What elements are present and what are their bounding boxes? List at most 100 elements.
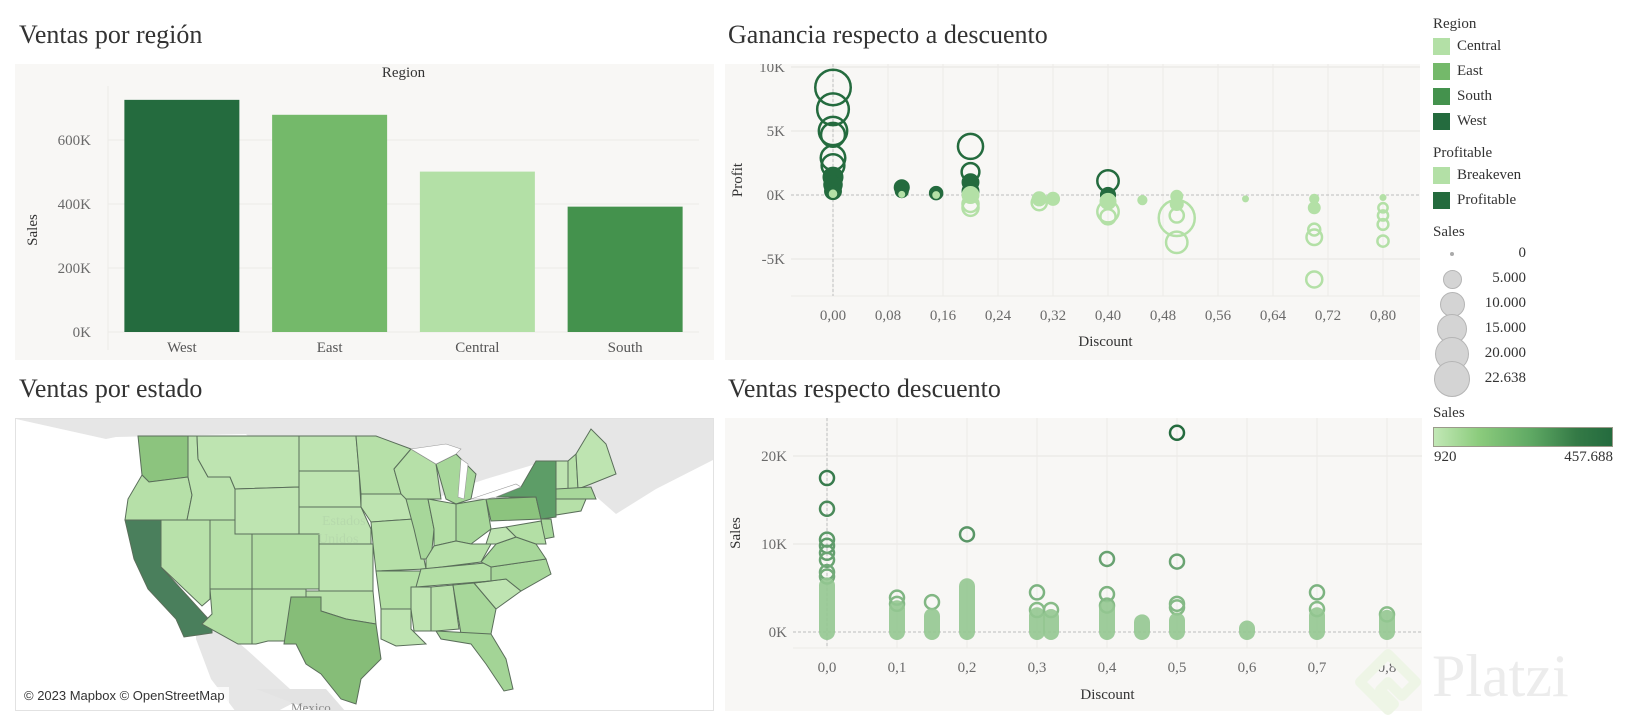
legend-label: Breakeven [1457,166,1522,183]
data-point[interactable] [1377,201,1389,214]
data-point[interactable] [1379,194,1387,202]
profit-scatter-panel[interactable]: 0,00 0,08 0,16 0,24 0,32 0,40 0,48 0,56 0,64 0,72… [725,60,1420,360]
size-circle-icon [1434,361,1470,397]
data-point-cluster[interactable] [1239,620,1255,640]
x-tick-label: 0,72 [1315,308,1341,324]
state-md [504,520,547,545]
mexico-land-2 [256,689,345,710]
x-tick-label: 0,16 [930,308,957,324]
y-tick-label: -5K [762,252,785,268]
data-point[interactable] [1168,553,1186,570]
color-swatch [1433,37,1450,55]
data-point[interactable] [818,551,836,569]
legend-label: East [1457,62,1483,79]
data-point[interactable] [1307,201,1321,215]
state-vt [555,460,569,490]
data-point[interactable] [1045,191,1061,206]
data-point-cluster[interactable] [889,600,905,640]
legend-item-south[interactable]: South [1433,87,1492,105]
state-ma [555,486,597,500]
bar-south[interactable] [567,206,683,332]
bar-chart-panel[interactable]: Region 0K 200K 400K 600K Sales West East Central… [15,64,714,360]
profit-scatter-chart[interactable]: 0,00 0,08 0,16 0,24 0,32 0,40 0,48 0,56 0,64 0,72… [725,60,1420,360]
data-point[interactable] [818,500,836,518]
data-point[interactable] [958,526,976,543]
map-title: Ventas por estado [19,374,203,403]
y-tick-label: 10K [759,64,785,76]
legend-item-west[interactable]: West [1433,112,1487,130]
x-tick-label: Central [455,340,499,356]
data-point[interactable] [1376,217,1390,232]
y-tick-label: 0K [73,325,92,341]
size-legend-label: 10.000 [1484,295,1526,311]
mexico-label: Mexico [291,700,331,711]
data-point[interactable] [1098,550,1116,568]
legend-item-central[interactable]: Central [1433,37,1501,55]
data-point-cluster[interactable] [819,577,835,640]
y-tick-label: 20K [761,449,787,465]
data-point[interactable] [923,593,941,611]
x-tick-label: 0,00 [820,308,846,324]
data-point-cluster[interactable] [1099,600,1115,640]
data-point[interactable] [1376,209,1390,222]
data-point-cluster[interactable] [959,578,975,640]
data-point[interactable] [1242,195,1249,203]
data-point[interactable] [815,92,851,127]
state-wy [234,486,300,535]
x-tick-label: 0,1 [888,660,907,676]
data-point[interactable] [818,469,836,487]
color-swatch [1433,166,1450,184]
data-point-cluster[interactable] [1029,607,1045,640]
bar-chart[interactable]: Region 0K 200K 400K 600K Sales West East Central… [15,64,714,360]
legend-item-east[interactable]: East [1433,62,1483,80]
legend-item-breakeven[interactable]: Breakeven [1433,166,1521,184]
x-tick-label: 0,48 [1150,308,1176,324]
data-point[interactable] [1096,199,1120,224]
data-point[interactable] [1307,222,1322,237]
map-attribution[interactable]: © 2023 Mapbox © OpenStreetMap [20,687,229,704]
data-point[interactable] [1137,194,1148,206]
map-panel[interactable]: Estados Unidos Mexico © 2023 Mapbox © Op… [15,418,714,711]
data-point[interactable] [828,189,838,199]
data-point[interactable] [1168,424,1186,442]
data-point[interactable] [814,68,852,107]
data-point-cluster[interactable] [1043,609,1059,640]
data-point[interactable] [1305,228,1324,247]
y-tick-label: 0K [767,188,786,204]
bar-central[interactable] [419,171,535,332]
state-pa [485,496,542,522]
data-point-cluster[interactable] [1134,614,1150,640]
data-point[interactable] [961,198,980,218]
data-point[interactable] [1028,584,1046,601]
legend-label: Profitable [1457,191,1517,208]
x-axis-title: Discount [1078,334,1133,350]
data-point-cluster[interactable] [924,608,940,640]
bar-east[interactable] [272,114,388,332]
data-point[interactable] [1164,230,1189,255]
sales-scatter-chart[interactable]: 0,0 0,1 0,2 0,3 0,4 0,5 0,6 0,7 0,8 0K 10K 20K Disco… [725,418,1422,711]
data-point[interactable] [898,190,906,198]
data-point[interactable] [1376,234,1390,248]
sales-scatter-panel[interactable]: 0,0 0,1 0,2 0,3 0,4 0,5 0,6 0,7 0,8 0K 10K 20K Disco… [725,418,1422,711]
data-point-cluster[interactable] [1309,607,1325,640]
data-point-cluster[interactable] [1379,609,1395,640]
bar-west[interactable] [124,99,240,332]
data-point[interactable] [1304,270,1324,289]
data-point-cluster[interactable] [1169,612,1185,640]
color-swatch [1433,191,1450,209]
size-legend-item: 5.000 [1433,267,1526,291]
region-legend-title: Region [1433,16,1477,32]
legend-item-profitable[interactable]: Profitable [1433,191,1516,209]
data-point[interactable] [1157,198,1196,238]
data-point[interactable] [1168,207,1186,224]
data-point[interactable] [1099,207,1117,226]
data-point[interactable] [932,191,941,199]
data-point[interactable] [1308,584,1326,601]
state-fl [435,630,514,692]
data-point[interactable] [818,544,836,562]
us-state-map[interactable]: Estados Unidos Mexico [16,419,714,711]
data-point[interactable] [1030,193,1049,212]
x-axis-title: Discount [1080,687,1135,703]
data-point[interactable] [956,132,985,161]
size-legend-label: 20.000 [1484,345,1526,361]
